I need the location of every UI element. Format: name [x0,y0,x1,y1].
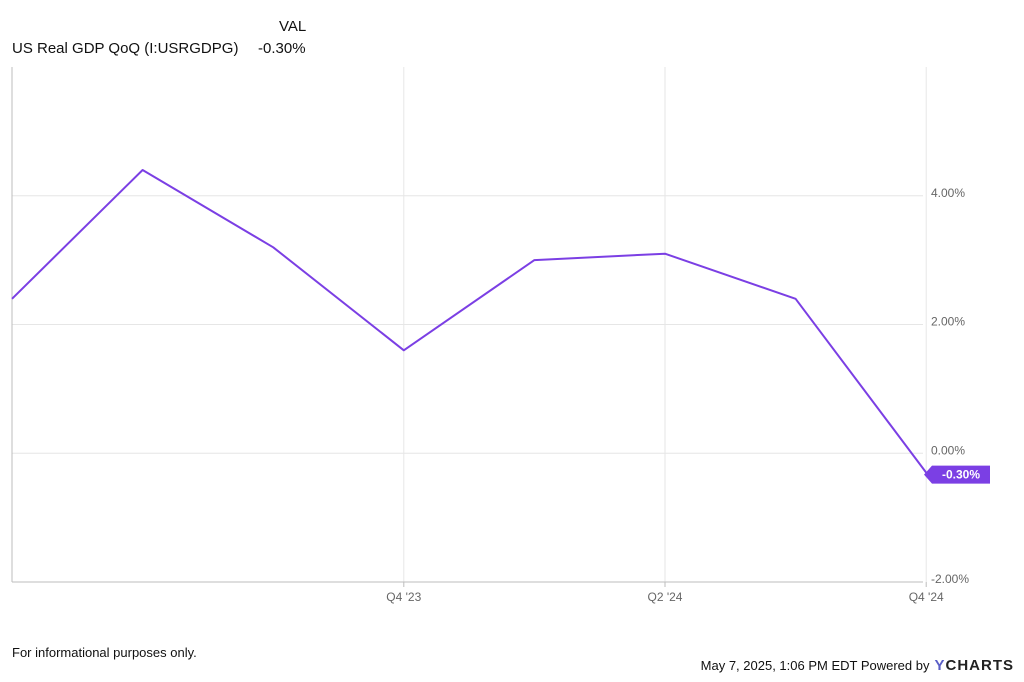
x-tick-label: Q2 '24 [648,590,683,604]
y-axis-ticks: 4.00% 2.00% 0.00% -2.00% [931,186,969,586]
end-label-tag [924,465,990,484]
y-tick-label: 2.00% [931,315,965,329]
footer-attribution: May 7, 2025, 1:06 PM EDT Powered by YCHA… [701,657,1014,674]
ycharts-logo[interactable]: YCHARTS [934,657,1014,674]
timestamp-text: May 7, 2025, 1:06 PM EDT Powered by [700,658,930,673]
disclaimer-text: For informational purposes only. [12,645,197,660]
y-tick-label: 0.00% [931,443,965,457]
axes [11,67,927,587]
ycharts-logo-text: CHARTS [945,657,1014,674]
legend-value-header: VAL [279,18,307,35]
series-layer [11,169,927,474]
line-chart: Q4 '23 Q2 '24 Q4 '24 4.00% 2.00% 0.00% -2.00%… [11,67,990,604]
end-value-label: -0.30% [924,465,990,484]
series-line-us-real-gdp-qoq[interactable] [11,169,927,474]
y-tick-label: -2.00% [931,572,969,586]
grid-lines [12,67,927,582]
x-tick-label: Q4 '24 [909,590,944,604]
legend-series-value: -0.30% [258,40,306,57]
ycharts-logo-y: Y [934,657,946,674]
legend-series-name[interactable]: US Real GDP QoQ (I:USRGDPG) [12,40,239,57]
end-label-text: -0.30% [942,468,980,482]
x-axis-ticks: Q4 '23 Q2 '24 Q4 '24 [386,590,944,604]
x-tick-label: Q4 '23 [386,590,421,604]
y-tick-label: 4.00% [931,186,965,200]
